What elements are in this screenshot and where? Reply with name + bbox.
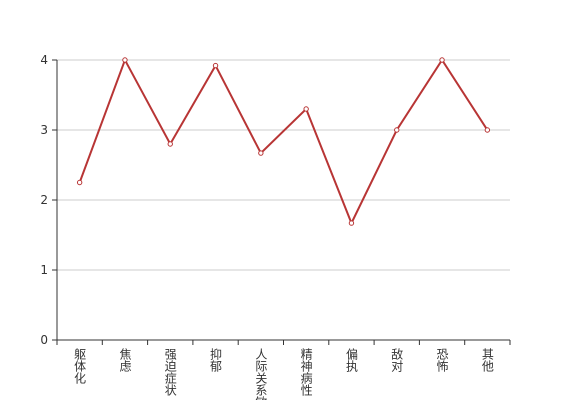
x-tick-label: 恐怖	[435, 348, 449, 372]
y-tick-label: 4	[40, 53, 48, 67]
y-tick-label: 3	[40, 123, 48, 137]
point	[484, 127, 491, 133]
point	[303, 106, 309, 112]
point	[212, 62, 219, 69]
point	[76, 179, 83, 186]
x-tick-label: 强迫症状	[163, 348, 177, 396]
y-tick-label: 0	[40, 333, 48, 347]
x-tick-label: 人际关系敏感	[254, 348, 268, 400]
point	[122, 57, 128, 63]
x-tick-label: 躯体化	[73, 347, 87, 385]
point	[348, 220, 355, 226]
x-tick-label: 精神病性	[299, 348, 313, 397]
x-tick-label: 敌对	[390, 347, 404, 372]
point	[439, 57, 445, 63]
y-tick-label: 2	[40, 193, 48, 207]
point	[167, 141, 173, 147]
point	[394, 127, 400, 133]
x-tick-label: 其他	[480, 348, 494, 372]
x-tick-label: 抑郁	[209, 347, 223, 373]
line	[78, 57, 489, 226]
x-tick-label: 偏执	[344, 347, 358, 373]
x-tick-label: 焦虑	[118, 348, 132, 372]
y-tick-label: 1	[40, 263, 48, 277]
point	[258, 150, 264, 156]
